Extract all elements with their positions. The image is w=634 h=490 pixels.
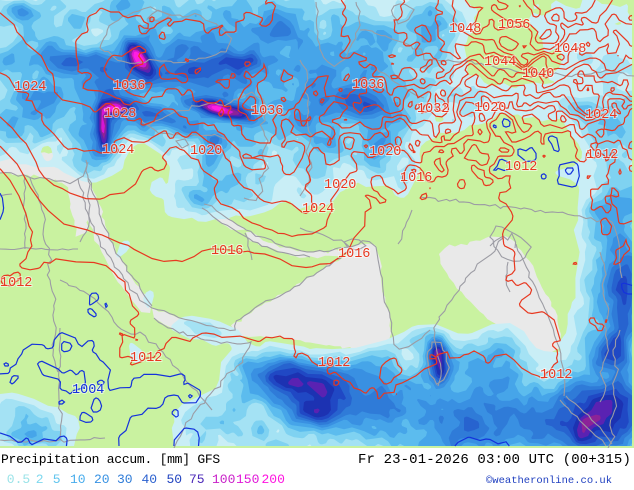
svg-text:20: 20 bbox=[94, 472, 110, 487]
svg-text:1016: 1016 bbox=[338, 247, 370, 262]
svg-text:1020: 1020 bbox=[190, 144, 222, 159]
svg-text:Fr 23-01-2026 03:00 UTC (00+31: Fr 23-01-2026 03:00 UTC (00+315) bbox=[358, 452, 631, 468]
svg-text:1016: 1016 bbox=[400, 171, 432, 186]
svg-text:1020: 1020 bbox=[369, 145, 401, 160]
svg-text:30: 30 bbox=[117, 472, 133, 487]
svg-text:1012: 1012 bbox=[505, 160, 537, 175]
svg-text:150: 150 bbox=[236, 472, 259, 487]
svg-text:1036: 1036 bbox=[251, 104, 283, 119]
svg-text:10: 10 bbox=[70, 472, 86, 487]
svg-text:1048: 1048 bbox=[449, 22, 481, 37]
svg-text:1056: 1056 bbox=[498, 18, 530, 33]
svg-text:1048: 1048 bbox=[554, 42, 586, 57]
svg-text:1024: 1024 bbox=[14, 80, 46, 95]
svg-text:1020: 1020 bbox=[324, 178, 356, 193]
svg-text:1012: 1012 bbox=[540, 368, 572, 383]
svg-text:200: 200 bbox=[262, 472, 285, 487]
svg-text:1040: 1040 bbox=[522, 67, 554, 82]
svg-text:1012: 1012 bbox=[130, 351, 162, 366]
svg-text:1032: 1032 bbox=[417, 102, 449, 117]
svg-text:1028: 1028 bbox=[104, 107, 136, 122]
svg-text:Precipitation accum. [mm] GFS: Precipitation accum. [mm] GFS bbox=[1, 452, 220, 467]
svg-text:2: 2 bbox=[36, 472, 44, 487]
svg-text:1020: 1020 bbox=[474, 101, 506, 116]
svg-text:1012: 1012 bbox=[586, 148, 618, 163]
svg-text:100: 100 bbox=[212, 472, 235, 487]
svg-text:1036: 1036 bbox=[352, 78, 384, 93]
svg-text:50: 50 bbox=[167, 472, 183, 487]
svg-text:75: 75 bbox=[189, 472, 205, 487]
svg-text:1016: 1016 bbox=[211, 244, 243, 259]
svg-text:1036: 1036 bbox=[113, 79, 145, 94]
svg-text:1024: 1024 bbox=[585, 108, 617, 123]
svg-text:0.5: 0.5 bbox=[7, 472, 30, 487]
svg-text:1024: 1024 bbox=[302, 202, 334, 217]
svg-text:1044: 1044 bbox=[484, 55, 516, 70]
svg-text:5: 5 bbox=[53, 472, 61, 487]
svg-text:©weatheronline.co.uk: ©weatheronline.co.uk bbox=[486, 475, 612, 487]
svg-text:1004: 1004 bbox=[72, 383, 104, 398]
svg-text:1024: 1024 bbox=[102, 143, 134, 158]
svg-text:40: 40 bbox=[142, 472, 158, 487]
svg-text:1012: 1012 bbox=[318, 356, 350, 371]
svg-text:1012: 1012 bbox=[0, 276, 32, 291]
